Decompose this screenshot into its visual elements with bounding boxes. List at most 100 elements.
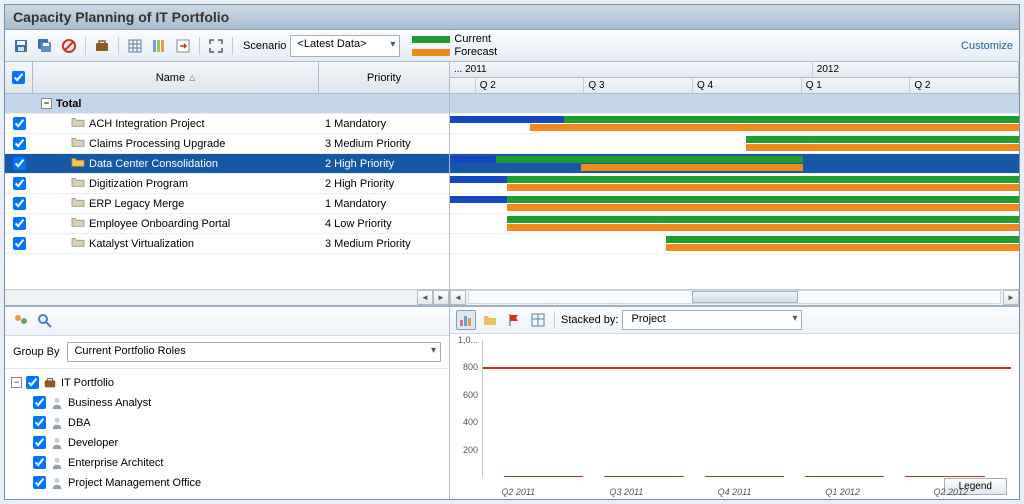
x-tick-label: Q2 2011 <box>501 487 535 497</box>
y-tick-label: 200 <box>463 445 478 455</box>
project-grid: Name△ Priority − TotalACH Integration Pr… <box>5 62 450 305</box>
capacity-line <box>483 367 1011 369</box>
fullscreen-icon[interactable] <box>206 36 226 56</box>
customize-link[interactable]: Customize <box>961 40 1013 52</box>
project-row[interactable]: Digitization Program 2 High Priority <box>5 174 449 194</box>
save-all-icon[interactable] <box>35 36 55 56</box>
row-checkbox[interactable] <box>13 177 26 190</box>
tree-role[interactable]: Business Analyst <box>11 393 443 413</box>
gantt-chart: ... 20112012 Q 2Q 3Q 4Q 1Q 2 ◄► <box>450 62 1019 305</box>
project-row[interactable]: ERP Legacy Merge1 Mandatory <box>5 194 449 214</box>
y-tick-label: 600 <box>463 390 478 400</box>
export-icon[interactable] <box>173 36 193 56</box>
gantt-row <box>450 214 1019 234</box>
row-checkbox[interactable] <box>13 157 26 170</box>
save-icon[interactable] <box>11 36 31 56</box>
stackedby-label: Stacked by: <box>561 314 618 326</box>
open-icon[interactable] <box>480 310 500 330</box>
gantt-row <box>450 154 1019 174</box>
row-checkbox[interactable] <box>13 137 26 150</box>
y-tick-label: 800 <box>463 362 478 372</box>
folder-icon <box>71 116 85 131</box>
project-name: Data Center Consolidation <box>89 158 218 170</box>
search-icon[interactable] <box>35 311 55 331</box>
collapse-icon[interactable]: − <box>41 98 52 109</box>
header-name[interactable]: Name△ <box>33 62 319 93</box>
x-tick-label: Q2 2012 <box>933 487 968 497</box>
role-label: Developer <box>68 437 118 449</box>
project-name: Digitization Program <box>89 178 188 190</box>
scroll-right-icon[interactable]: ► <box>433 290 449 305</box>
total-label: Total <box>56 98 81 110</box>
gantt-scrollbar[interactable] <box>468 290 1001 304</box>
x-tick-label: Q4 2011 <box>718 487 752 497</box>
folder-icon <box>71 156 85 171</box>
tree-checkbox[interactable] <box>33 436 46 449</box>
header-checkbox[interactable] <box>5 62 33 93</box>
project-row[interactable]: Katalyst Virtualization3 Medium Priority <box>5 234 449 254</box>
y-tick-label: 1,0... <box>458 335 478 345</box>
total-row: − Total <box>5 94 449 114</box>
gantt-scroll-left-icon[interactable]: ◄ <box>450 290 466 305</box>
project-priority: 2 High Priority <box>319 178 449 190</box>
roles-icon[interactable] <box>11 311 31 331</box>
project-name: ACH Integration Project <box>89 118 205 130</box>
legend-current-label: Current <box>454 33 491 45</box>
groupby-label: Group By <box>13 346 59 358</box>
project-row[interactable]: ACH Integration Project 1 Mandatory <box>5 114 449 134</box>
x-tick-label: Q1 2012 <box>825 487 860 497</box>
folder-icon <box>71 216 85 231</box>
tree-role[interactable]: DBA <box>11 413 443 433</box>
folder-icon <box>71 236 85 251</box>
project-name: Employee Onboarding Portal <box>89 218 230 230</box>
gantt-legend: Current Forecast <box>412 33 497 58</box>
grid-icon[interactable] <box>125 36 145 56</box>
briefcase-icon[interactable] <box>92 36 112 56</box>
tree-checkbox[interactable] <box>33 476 46 489</box>
legend-forecast-label: Forecast <box>454 46 497 58</box>
header-priority[interactable]: Priority <box>319 62 449 93</box>
tree-role[interactable]: Enterprise Architect <box>11 453 443 473</box>
tree-checkbox[interactable] <box>26 376 39 389</box>
chart-view-icon[interactable] <box>456 310 476 330</box>
collapse-icon[interactable]: − <box>11 377 22 388</box>
scroll-left-icon[interactable]: ◄ <box>417 290 433 305</box>
project-row[interactable]: Employee Onboarding Portal4 Low Priority <box>5 214 449 234</box>
tree-role[interactable]: Developer <box>11 433 443 453</box>
y-tick-label: 400 <box>463 417 478 427</box>
project-priority: 3 Medium Priority <box>319 138 449 150</box>
flag-icon[interactable] <box>504 310 524 330</box>
project-name: Claims Processing Upgrade <box>89 138 225 150</box>
gantt-scroll-right-icon[interactable]: ► <box>1003 290 1019 305</box>
project-priority: 1 Mandatory <box>319 198 449 210</box>
role-label: DBA <box>68 417 91 429</box>
gantt-row <box>450 234 1019 254</box>
project-row[interactable]: Claims Processing Upgrade 3 Medium Priori… <box>5 134 449 154</box>
tree-checkbox[interactable] <box>33 456 46 469</box>
gantt-row <box>450 114 1019 134</box>
row-checkbox[interactable] <box>13 217 26 230</box>
role-label: Business Analyst <box>68 397 151 409</box>
project-row[interactable]: Data Center Consolidation2 High Priority <box>5 154 449 174</box>
tree-checkbox[interactable] <box>33 396 46 409</box>
row-checkbox[interactable] <box>13 117 26 130</box>
row-checkbox[interactable] <box>13 197 26 210</box>
page-title: Capacity Planning of IT Portfolio <box>5 5 1019 30</box>
tree-checkbox[interactable] <box>33 416 46 429</box>
scenario-label: Scenario <box>243 40 286 52</box>
folder-icon <box>71 196 85 211</box>
tree-root[interactable]: − IT Portfolio <box>11 373 443 393</box>
scenario-select[interactable]: <Latest Data> <box>290 35 400 57</box>
columns-icon[interactable] <box>149 36 169 56</box>
row-checkbox[interactable] <box>13 237 26 250</box>
stackedby-select[interactable]: Project <box>622 310 802 330</box>
table-view-icon[interactable] <box>528 310 548 330</box>
tree-root-label: IT Portfolio <box>61 377 114 389</box>
folder-icon <box>71 176 85 191</box>
folder-icon <box>71 136 85 151</box>
groupby-select[interactable]: Current Portfolio Roles <box>67 342 441 362</box>
main-toolbar: Scenario <Latest Data> Current Forecast … <box>5 30 1019 62</box>
tree-role[interactable]: Project Management Office <box>11 473 443 493</box>
cancel-icon[interactable] <box>59 36 79 56</box>
project-priority: 1 Mandatory <box>319 118 449 130</box>
